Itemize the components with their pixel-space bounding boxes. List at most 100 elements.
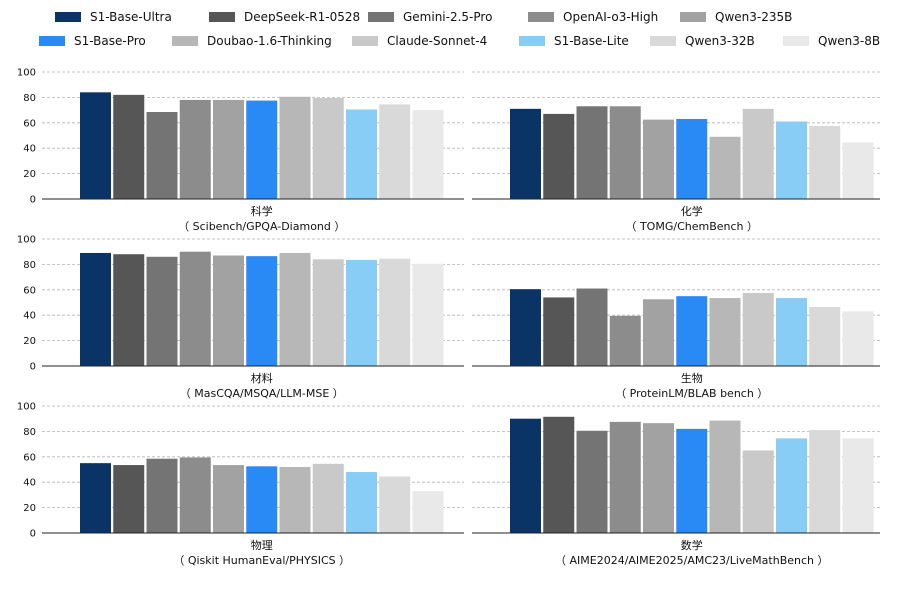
bar [510, 108, 541, 199]
chart-panel: 生物 （ ProteinLM/BLAB bench ） [472, 238, 880, 400]
bar [676, 428, 708, 533]
legend-label: Qwen3-235B [715, 10, 792, 24]
bar [709, 420, 741, 533]
bar [279, 96, 311, 199]
bar [412, 491, 444, 533]
legend-item: Qwen3-8B [783, 34, 880, 48]
bar [543, 297, 575, 366]
bar [113, 94, 145, 199]
legend-label: Qwen3-8B [818, 34, 880, 48]
bar [279, 466, 311, 533]
bar [576, 288, 608, 366]
y-tick-label: 20 [23, 336, 36, 347]
bar [346, 109, 377, 199]
bar [346, 472, 377, 533]
legend-item: S1-Base-Pro [39, 34, 146, 48]
legend-item: Qwen3-32B [650, 34, 755, 48]
bar [776, 298, 807, 366]
bar [179, 99, 211, 199]
bar [742, 292, 774, 366]
legend-swatch [39, 36, 65, 46]
panel-title: 物理 [251, 538, 273, 552]
legend-swatch [783, 36, 809, 46]
panel-subtitle: （ Qiskit HumanEval/PHYSICS ） [173, 554, 350, 567]
bar [543, 416, 575, 533]
bar [842, 438, 874, 533]
bar [379, 258, 411, 366]
legend-swatch [55, 12, 81, 22]
chart-panel: 0 20 40 60 80 100 材料 （ MasCQA/MSQA/LLM-MSE ） [17, 235, 464, 400]
bar [113, 465, 145, 533]
legend-swatch [172, 36, 198, 46]
bar [246, 466, 278, 533]
bar [676, 296, 708, 366]
legend: S1-Base-Ultra DeepSeek-R1-0528 Gemini-2.5-… [39, 10, 880, 48]
bar [609, 421, 641, 534]
legend-item: Qwen3-235B [680, 10, 792, 24]
bar [213, 99, 244, 199]
legend-label: Gemini-2.5-Pro [403, 10, 492, 24]
bar [609, 106, 641, 199]
bar [776, 121, 807, 199]
bar [213, 465, 244, 533]
legend-item: Doubao-1.6-Thinking [172, 34, 332, 48]
bar [312, 98, 344, 199]
legend-item: OpenAI-o3-High [528, 10, 658, 24]
legend-label: Claude-Sonnet-4 [387, 34, 487, 48]
chart-panel: 0 20 40 60 80 100 科学 （ Scibench/GPQA-Diamond ） [17, 68, 464, 233]
bar [776, 438, 807, 533]
panel-title: 科学 [251, 204, 273, 218]
legend-swatch [209, 12, 235, 22]
y-tick-label: 40 [23, 144, 36, 155]
bar [709, 136, 741, 199]
panel-subtitle: （ Scibench/GPQA-Diamond ） [178, 220, 345, 233]
chart-panel: 0 20 40 60 80 100 物理 （ Qiskit HumanEval/PHYSICS… [17, 402, 464, 567]
legend-swatch [519, 36, 545, 46]
panel-subtitle: （ MasCQA/MSQA/LLM-MSE ） [180, 387, 344, 400]
legend-swatch [368, 12, 394, 22]
legend-item: S1-Base-Lite [519, 34, 629, 48]
bar [809, 125, 841, 199]
panel-subtitle: （ TOMG/ChemBench ） [625, 220, 758, 233]
bar [379, 104, 411, 199]
legend-item: Gemini-2.5-Pro [368, 10, 492, 24]
y-tick-label: 60 [23, 285, 36, 296]
y-tick-label: 0 [30, 529, 36, 540]
legend-label: S1-Base-Ultra [90, 10, 172, 24]
panel-title: 化学 [681, 204, 703, 218]
chart-panel: 数学 （ AIME2024/AIME2025/AMC23/LiveMathBenc… [472, 405, 880, 567]
bar [510, 418, 541, 533]
y-tick-label: 0 [30, 362, 36, 373]
legend-item: S1-Base-Ultra [55, 10, 172, 24]
bar [709, 298, 741, 366]
bar [609, 315, 641, 366]
bar [80, 463, 111, 533]
bar [146, 458, 178, 533]
y-tick-label: 80 [23, 260, 36, 271]
y-tick-label: 40 [23, 311, 36, 322]
y-tick-label: 20 [23, 169, 36, 180]
y-tick-label: 0 [30, 195, 36, 206]
y-tick-label: 100 [17, 68, 36, 79]
legend-label: OpenAI-o3-High [563, 10, 658, 24]
legend-item: Claude-Sonnet-4 [352, 34, 487, 48]
bar [246, 256, 278, 366]
legend-label: Qwen3-32B [685, 34, 755, 48]
legend-label: S1-Base-Pro [74, 34, 146, 48]
bar [576, 430, 608, 533]
bar [213, 255, 244, 366]
panel-subtitle: （ AIME2024/AIME2025/AMC23/LiveMathBench … [555, 554, 829, 567]
bar [842, 311, 874, 366]
bar [179, 251, 211, 366]
chart-panel: 化学 （ TOMG/ChemBench ） [472, 71, 880, 233]
bar [379, 476, 411, 533]
bar [576, 106, 608, 199]
panel-subtitle: （ ProteinLM/BLAB bench ） [615, 387, 768, 400]
bar [676, 118, 708, 199]
bar [312, 463, 344, 533]
bar [80, 92, 111, 199]
y-tick-label: 80 [23, 93, 36, 104]
legend-swatch [650, 36, 676, 46]
bar [643, 299, 674, 366]
bar [742, 450, 774, 533]
